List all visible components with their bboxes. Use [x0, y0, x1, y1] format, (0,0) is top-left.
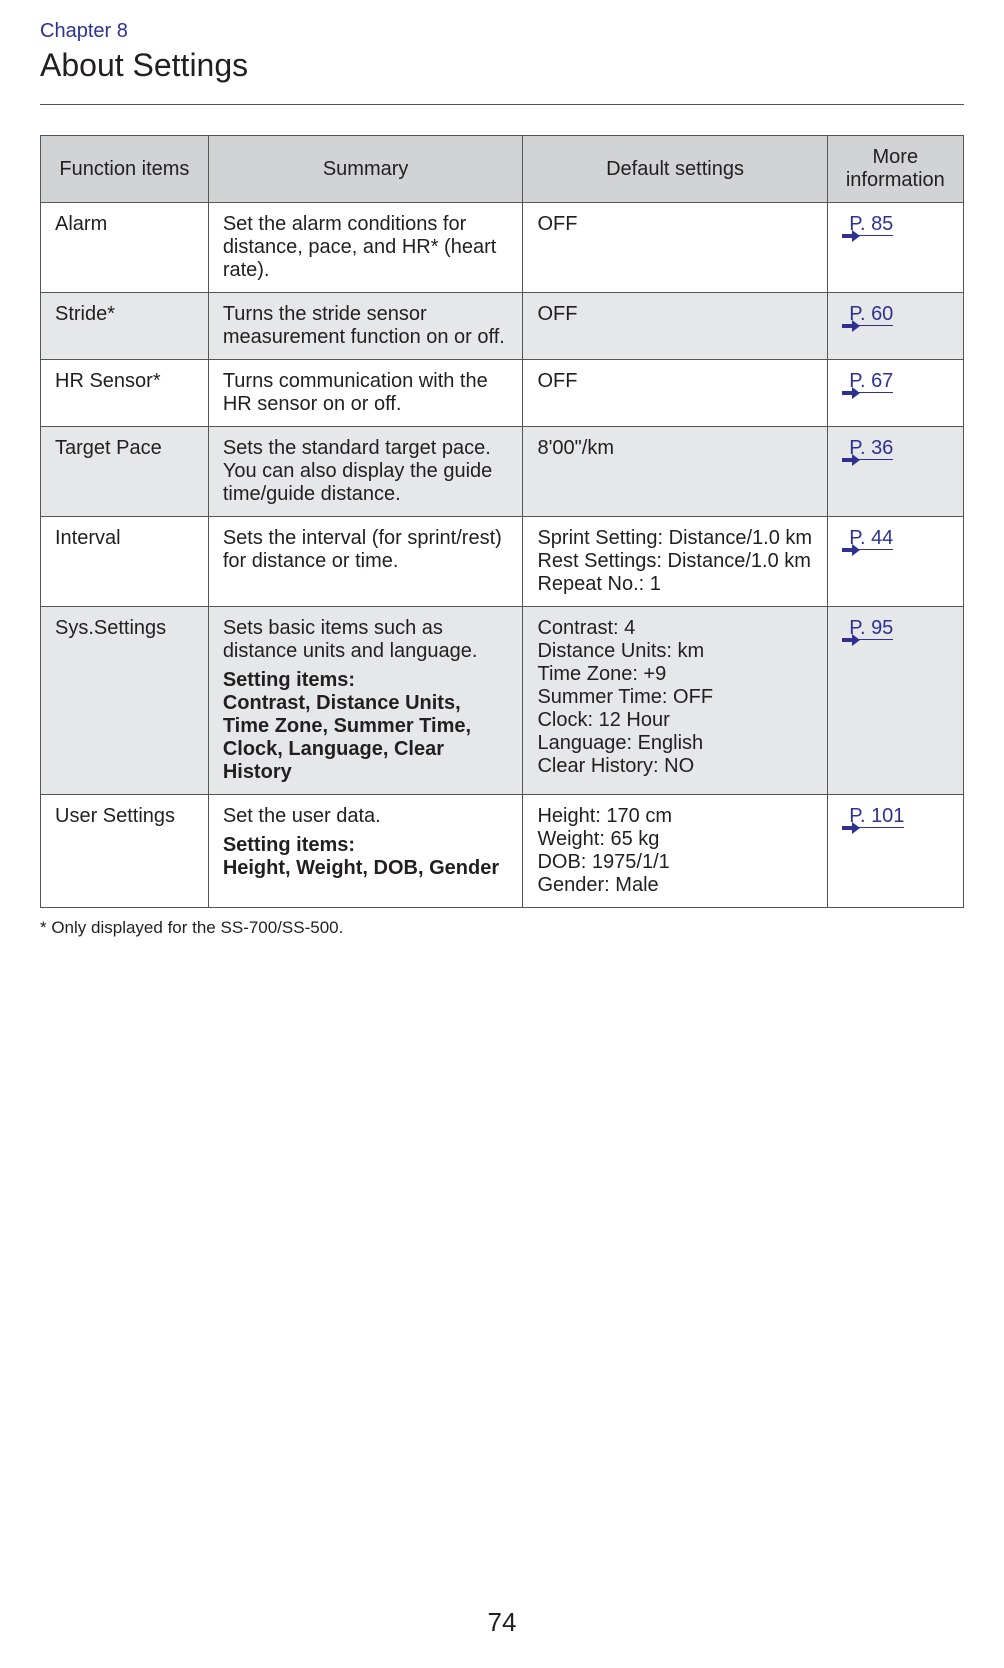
cell-more-info: P. 95 [827, 607, 963, 795]
table-row: HR Sensor*Turns communication with the H… [41, 360, 964, 427]
cell-default: OFF [523, 293, 827, 360]
cell-summary: Sets basic items such as distance units … [208, 607, 523, 795]
page-link[interactable]: P. 44 [849, 527, 893, 550]
cell-summary: Sets the standard target pace. You can a… [208, 427, 523, 517]
page-link[interactable]: P. 36 [849, 437, 893, 460]
cell-default: Sprint Setting: Distance/1.0 kmRest Sett… [523, 517, 827, 607]
setting-items-label: Setting items: [223, 669, 509, 692]
setting-items-list: Height, Weight, DOB, Gender [223, 857, 509, 880]
chapter-label: Chapter 8 [40, 20, 964, 43]
cell-summary: Sets the interval (for sprint/rest) for … [208, 517, 523, 607]
cell-more-info: P. 60 [827, 293, 963, 360]
th-function-items: Function items [41, 136, 209, 203]
cell-default: 8'00"/km [523, 427, 827, 517]
cell-function: Interval [41, 517, 209, 607]
table-row: Target PaceSets the standard target pace… [41, 427, 964, 517]
page-number: 74 [0, 1607, 1004, 1638]
divider [40, 104, 964, 105]
page-link[interactable]: P. 95 [849, 617, 893, 640]
setting-items-list: Contrast, Distance Units, Time Zone, Sum… [223, 692, 509, 784]
page-link[interactable]: P. 60 [849, 303, 893, 326]
page-link[interactable]: P. 67 [849, 370, 893, 393]
cell-default: OFF [523, 360, 827, 427]
cell-more-info: P. 85 [827, 203, 963, 293]
cell-summary: Turns the stride sensor measurement func… [208, 293, 523, 360]
page-link[interactable]: P. 85 [849, 213, 893, 236]
table-row: User SettingsSet the user data.Setting i… [41, 795, 964, 908]
cell-summary: Set the alarm conditions for distance, p… [208, 203, 523, 293]
th-more-info: More information [827, 136, 963, 203]
cell-summary: Turns communication with the HR sensor o… [208, 360, 523, 427]
cell-summary: Set the user data.Setting items:Height, … [208, 795, 523, 908]
cell-default: Height: 170 cmWeight: 65 kgDOB: 1975/1/1… [523, 795, 827, 908]
page-title: About Settings [40, 47, 964, 84]
cell-more-info: P. 101 [827, 795, 963, 908]
cell-function: Sys.Settings [41, 607, 209, 795]
cell-function: User Settings [41, 795, 209, 908]
cell-function: Alarm [41, 203, 209, 293]
th-summary: Summary [208, 136, 523, 203]
cell-default: Contrast: 4Distance Units: kmTime Zone: … [523, 607, 827, 795]
cell-more-info: P. 67 [827, 360, 963, 427]
footnote: * Only displayed for the SS-700/SS-500. [40, 918, 964, 938]
cell-function: Target Pace [41, 427, 209, 517]
table-row: Sys.SettingsSets basic items such as dis… [41, 607, 964, 795]
table-row: AlarmSet the alarm conditions for distan… [41, 203, 964, 293]
cell-default: OFF [523, 203, 827, 293]
table-row: Stride*Turns the stride sensor measureme… [41, 293, 964, 360]
setting-items-label: Setting items: [223, 834, 509, 857]
cell-more-info: P. 36 [827, 427, 963, 517]
cell-function: Stride* [41, 293, 209, 360]
cell-function: HR Sensor* [41, 360, 209, 427]
table-row: IntervalSets the interval (for sprint/re… [41, 517, 964, 607]
settings-table: Function items Summary Default settings … [40, 135, 964, 908]
cell-more-info: P. 44 [827, 517, 963, 607]
th-default-settings: Default settings [523, 136, 827, 203]
page-link[interactable]: P. 101 [849, 805, 904, 828]
